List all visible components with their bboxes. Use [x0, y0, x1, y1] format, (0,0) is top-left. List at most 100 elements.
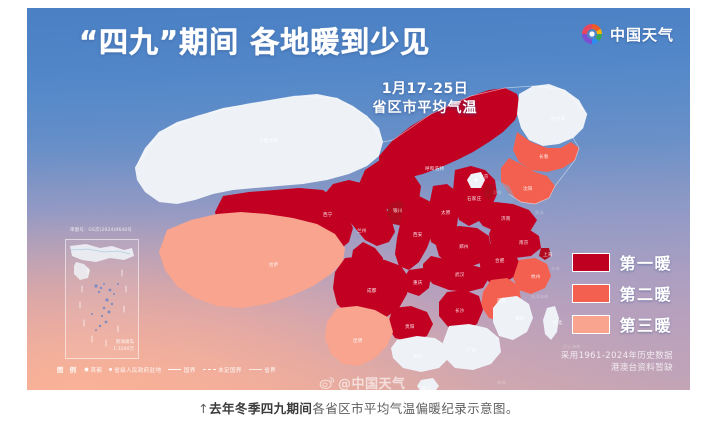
label-donghai: 东海 — [551, 265, 560, 272]
region-shaanxi — [395, 196, 435, 270]
label-huanghai: 黄海 — [535, 209, 544, 216]
map-legend: 图 例 首都 省级人民政府驻地 国界 未定国界 省界 — [57, 365, 276, 374]
capital-dot-beijing — [474, 178, 478, 182]
legend-label-rank2: 第二暖 — [619, 285, 672, 304]
region-jilin — [513, 132, 579, 172]
label-fuzhou: 福州 — [515, 315, 525, 322]
legend-label-rank3: 第三暖 — [619, 316, 672, 335]
map-legend-item-capital: 首都 — [85, 366, 102, 374]
region-guangdong — [443, 324, 501, 370]
legend-row-rank1: 第一暖 — [572, 250, 672, 274]
region-hubei — [423, 256, 489, 292]
label-hefei: 合肥 — [495, 257, 505, 264]
caption-bold: 去年冬季四九期间 — [209, 401, 313, 416]
inset-label-scale: 1:3100万 — [113, 346, 134, 352]
label-guiyang: 贵阳 — [405, 323, 415, 330]
map-legend-title: 图 例 — [57, 366, 79, 374]
subtitle-metric: 省区市平均气温 — [372, 100, 478, 116]
label-wulumuqi: 乌鲁木齐 — [259, 137, 278, 144]
label-bohai: 渤海 — [493, 189, 502, 196]
region-chongqing — [401, 268, 431, 296]
china-map: .r1{fill:#c20022;} .r1b{fill:#b00a1e;} .… — [27, 8, 690, 390]
label-taiyuan: 太原 — [441, 209, 451, 216]
subtitle-block: 1月17-25日 省区市平均气温 — [345, 80, 505, 118]
region-heilongjiang — [517, 84, 587, 146]
figure-caption: ↑去年冬季四九期间各省区市平均气温偏暖纪录示意图。 — [0, 398, 717, 417]
label-xian: 西安 — [413, 231, 423, 238]
region-henan — [435, 226, 491, 268]
weibo-icon — [319, 376, 335, 390]
region-tianjin — [483, 184, 495, 200]
label-jinan: 济南 — [501, 215, 511, 222]
label-changchun: 长春 — [539, 153, 549, 160]
label-zhengzhou: 郑州 — [459, 243, 469, 250]
label-nanhai: 南海 — [497, 379, 506, 386]
region-sichuan — [333, 256, 409, 322]
legend-row-rank2: 第二暖 — [572, 281, 672, 305]
legend-swatch-rank3 — [572, 314, 611, 334]
rank-legend: 第一暖 第二暖 第三暖 — [572, 250, 672, 343]
inset-label: 南海诸岛 1:3100万 — [113, 340, 134, 353]
label-shijiazhuang: 石家庄 — [467, 195, 482, 202]
label-lasa: 拉萨 — [269, 261, 279, 268]
inset-map-svg — [70, 244, 134, 347]
label-hangzhou: 杭州 — [531, 273, 541, 280]
label-nanjing: 南京 — [519, 239, 529, 246]
map-legend-item-province-capital: 省级人民政府驻地 — [109, 366, 161, 374]
label-taiwanhaixia: 台湾海峡 — [531, 293, 549, 300]
china-weather-swirl-icon — [580, 22, 604, 46]
brand-logo: 中国天气 — [580, 22, 674, 46]
region-gansu — [323, 180, 395, 246]
region-hainan — [417, 378, 439, 390]
brand-logo-text: 中国天气 — [609, 25, 674, 44]
province-capital-dot-icon — [109, 368, 112, 371]
undefined-border-line-icon — [202, 369, 216, 370]
map-legend-label-capital: 首都 — [90, 367, 103, 374]
map-legend-item-national-border: 国界 — [168, 366, 195, 374]
label-haikou: 海口 — [421, 385, 431, 390]
china-map-svg: .r1{fill:#c20022;} .r1b{fill:#b00a1e;} .… — [134, 84, 588, 390]
legend-swatch-rank1 — [572, 252, 611, 272]
label-guangzhou: 广州 — [467, 347, 477, 354]
data-source-note-line2: 港澳台资料暂缺 — [610, 363, 673, 373]
label-haerbin: 哈尔滨 — [551, 115, 566, 122]
region-inner-mongolia — [379, 88, 521, 178]
weibo-watermark: @中国天气 — [319, 373, 406, 390]
label-lanzhou: 兰州 — [357, 227, 367, 234]
subtitle-date-range: 1月17-25日 — [381, 81, 469, 97]
infographic-card: .r1{fill:#c20022;} .r1b{fill:#b00a1e;} .… — [27, 8, 690, 390]
map-legend-item-province-border: 省界 — [248, 366, 277, 374]
region-shandong — [475, 202, 537, 234]
page-title: “四九”期间 各地暖到少见 — [79, 25, 431, 59]
legend-swatch-rank2 — [572, 283, 611, 303]
label-beijing: 北京 — [479, 173, 489, 180]
label-changsha: 长沙 — [455, 307, 465, 314]
label-yinchuan: 银川 — [393, 207, 403, 214]
region-liaoning — [501, 158, 555, 204]
label-kunming: 昆明 — [353, 338, 363, 344]
label-chengdu: 成都 — [367, 287, 377, 294]
label-taibei: 台北 — [553, 319, 563, 326]
region-guangxi — [391, 336, 449, 372]
label-huhehaote: 呼和浩特 — [425, 165, 444, 172]
weibo-watermark-text: @中国天气 — [338, 377, 406, 390]
region-taiwan — [543, 306, 559, 340]
national-border-line-icon — [168, 369, 182, 370]
map-legend-label-national-border: 国界 — [183, 367, 196, 374]
map-legend-item-undefined-border: 未定国界 — [202, 366, 242, 374]
region-yunnan — [325, 306, 393, 366]
region-anhui — [479, 244, 519, 284]
province-border-line-icon — [248, 369, 262, 370]
region-fujian — [493, 296, 533, 340]
capital-dot-icon — [85, 368, 89, 371]
caption-arrow: ↑ — [198, 401, 210, 416]
inset-label-name: 南海诸岛 — [115, 340, 134, 345]
data-source-note: 采用1961-2024年历史数据 港澳台资料暂缺 — [561, 350, 673, 374]
south-china-sea-inset: 南海诸岛 1:3100万 — [65, 239, 139, 359]
label-chongqing: 重庆 — [413, 279, 423, 286]
region-hunan — [439, 290, 483, 332]
inset-approval-number: 审图号：GS京(2024)0640号 — [70, 228, 132, 233]
label-wuhan: 武汉 — [455, 271, 465, 278]
map-legend-label-province-border: 省界 — [264, 367, 277, 374]
caption-rest: 各省区市平均气温偏暖纪录示意图。 — [312, 401, 519, 416]
